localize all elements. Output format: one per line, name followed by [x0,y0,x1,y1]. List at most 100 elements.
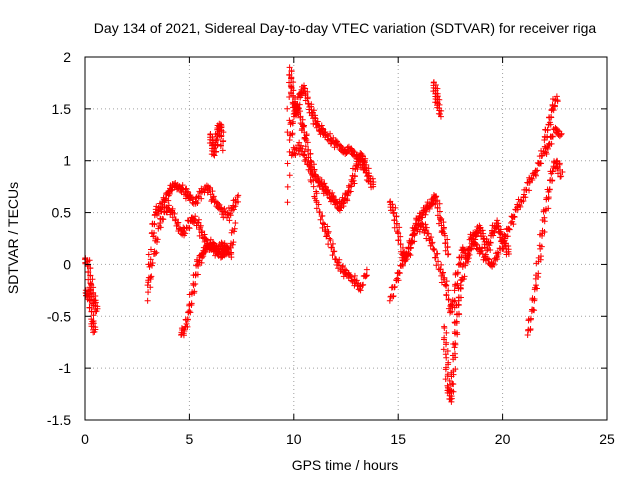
data-point [198,229,205,236]
data-point [445,361,452,368]
data-point [228,251,235,258]
data-point [533,282,540,289]
data-point [89,276,96,283]
data-point [149,259,156,266]
data-point [199,234,206,241]
data-point [454,269,461,276]
data-point [391,283,398,290]
data-point [457,260,464,267]
data-point [234,194,241,201]
data-point [301,151,308,158]
data-point [147,246,154,253]
data-point [301,158,308,165]
data-point [509,214,516,221]
data-point [144,282,151,289]
data-point [418,219,425,226]
data-point [443,354,450,361]
data-point [288,152,295,159]
data-point [168,187,175,194]
data-point [308,178,315,185]
data-point [494,217,501,224]
data-point [327,236,334,243]
data-point [181,232,188,239]
data-point [527,315,534,322]
data-point [201,231,208,238]
data-point [303,131,310,138]
data-point [537,253,544,260]
data-point [304,139,311,146]
data-point [499,245,506,252]
data-point [229,207,236,214]
data-point [212,137,219,144]
data-point [346,184,353,191]
data-point [396,224,403,231]
data-point [529,306,536,313]
data-point [182,324,189,331]
data-point [442,366,449,373]
data-point [448,381,455,388]
x-tick-label: 10 [286,431,302,447]
data-point [172,216,179,223]
data-point [286,148,293,155]
data-point [434,197,441,204]
y-tick-label: -1.5 [47,412,71,428]
data-point [547,177,554,184]
y-tick-label: 0 [63,256,71,272]
data-point [87,264,94,271]
data-point [526,187,533,194]
data-point [440,224,447,231]
data-point [304,161,311,168]
data-point [551,103,558,110]
data-point [87,281,94,288]
data-point [328,244,335,251]
data-point [315,201,322,208]
data-point [288,75,295,82]
data-point [427,242,434,249]
data-point [556,160,563,167]
data-point [310,183,317,190]
data-point [430,245,437,252]
data-point [149,220,156,227]
data-point [198,195,205,202]
data-point [183,185,190,192]
data-point [357,287,364,294]
y-tick-label: -0.5 [47,308,71,324]
data-point [541,214,548,221]
y-tick-label: 1.5 [52,101,72,117]
data-point [440,219,447,226]
data-point [440,269,447,276]
data-point [554,163,561,170]
data-point [437,266,444,273]
data-point [144,297,151,304]
data-point [423,235,430,242]
data-point [546,141,553,148]
data-point [451,344,458,351]
data-point [559,169,566,176]
data-point [545,194,552,201]
data-point [446,395,453,402]
data-point [360,281,367,288]
data-point [192,200,199,207]
data-point [438,261,445,268]
data-point [351,272,358,279]
data-point [535,270,542,277]
data-point [510,221,517,228]
axis-ticks: 0 5 10 15 20 25 -1.5 -1 -0.5 0 0.5 1 1.5 2 [47,49,615,447]
data-point [217,121,224,128]
data-point [393,277,400,284]
data-point [189,219,196,226]
data-point [352,166,359,173]
data-point [520,194,527,201]
data-point [457,282,464,289]
data-point [428,201,435,208]
data-point [399,244,406,251]
data-point [286,172,293,179]
data-point [353,162,360,169]
data-point [196,232,203,239]
data-point [217,142,224,149]
data-point [183,320,190,327]
data-point [284,199,291,206]
data-point [331,144,338,151]
data-point [290,79,297,86]
data-point [342,150,349,157]
